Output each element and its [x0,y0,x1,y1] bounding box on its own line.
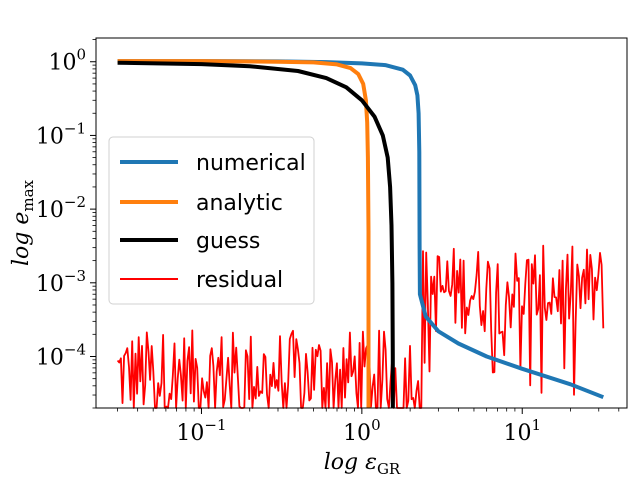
y-tick-label: 10−1 [36,119,86,149]
y-axis-label-sub: max [19,179,37,211]
svg-text:log εGR: log εGR [324,450,401,478]
y-axis-label: log emax [9,179,37,266]
legend: numerical analytic guess residual [108,136,315,305]
x-axis-label-sub: GR [377,460,401,478]
x-tick-label: 100 [343,416,381,446]
series-line-analytic [117,59,371,408]
series-line-guess [117,60,395,408]
series-line-residual [116,244,605,409]
x-tick-label: 101 [503,416,541,446]
series-layer [116,59,605,409]
y-tick-label: 10−3 [36,267,86,297]
x-tick-label: 10−1 [176,416,226,446]
legend-label-guess: guess [196,229,260,254]
x-axis-label: log εGR [324,450,401,478]
svg-text:log emax: log emax [9,179,37,266]
y-tick-label: 100 [48,46,86,76]
legend-label-residual: residual [196,268,283,293]
y-axis-label-main: log e [9,212,34,266]
y-tick-label: 10−4 [36,340,86,370]
legend-box [108,136,315,305]
legend-label-numerical: numerical [196,151,306,176]
y-tick-label: 10−2 [36,193,86,223]
x-axis-label-main: log ε [324,450,377,475]
series-line-numerical [117,59,605,400]
ticks-layer: 10−1 100 101 100 10−1 10−2 10−3 10−4 [36,39,620,446]
legend-label-analytic: analytic [196,191,283,216]
